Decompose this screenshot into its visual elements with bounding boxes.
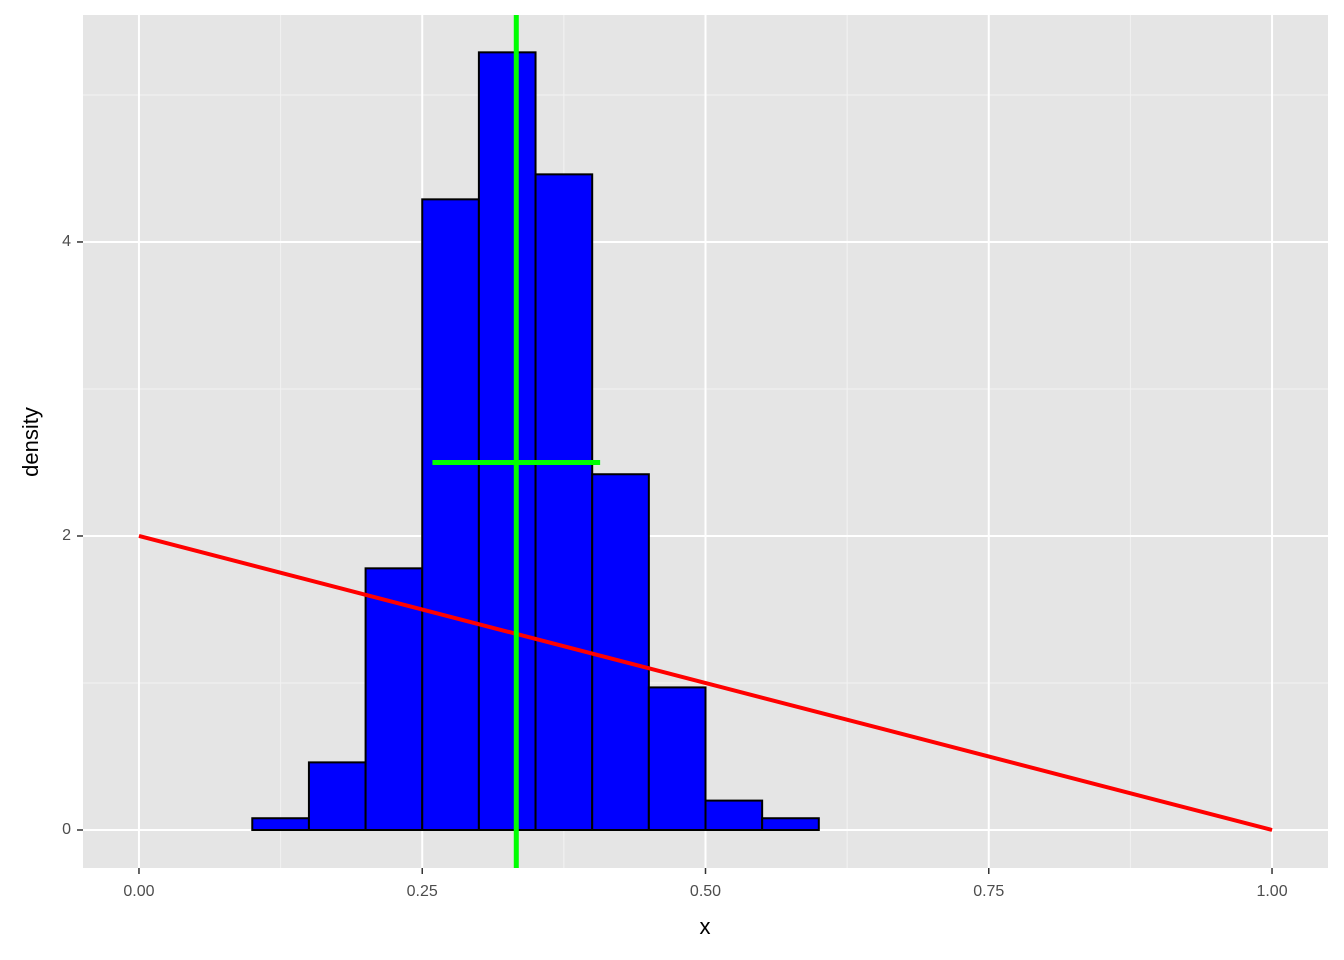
bar — [307, 761, 367, 831]
bar — [364, 567, 424, 831]
bar — [421, 198, 480, 831]
x-tick-label: 0.00 — [123, 883, 154, 900]
x-tick-label: 1.00 — [1256, 883, 1287, 900]
x-tick-label: 0.25 — [407, 883, 438, 900]
bar — [761, 817, 820, 831]
bar — [534, 173, 594, 831]
x-tick-label: 0.75 — [973, 883, 1004, 900]
y-axis-title: density — [18, 407, 43, 477]
y-tick-label: 2 — [62, 527, 71, 544]
bar — [704, 799, 764, 831]
reference-line — [138, 534, 1273, 832]
x-axis-title: x — [700, 914, 711, 939]
bar — [477, 51, 537, 831]
y-tick-label: 0 — [62, 821, 71, 838]
bar — [251, 817, 310, 831]
y-tick-label: 4 — [62, 233, 71, 250]
bar — [647, 686, 707, 831]
x-tick-label: 0.50 — [690, 883, 721, 900]
bar — [591, 473, 650, 831]
